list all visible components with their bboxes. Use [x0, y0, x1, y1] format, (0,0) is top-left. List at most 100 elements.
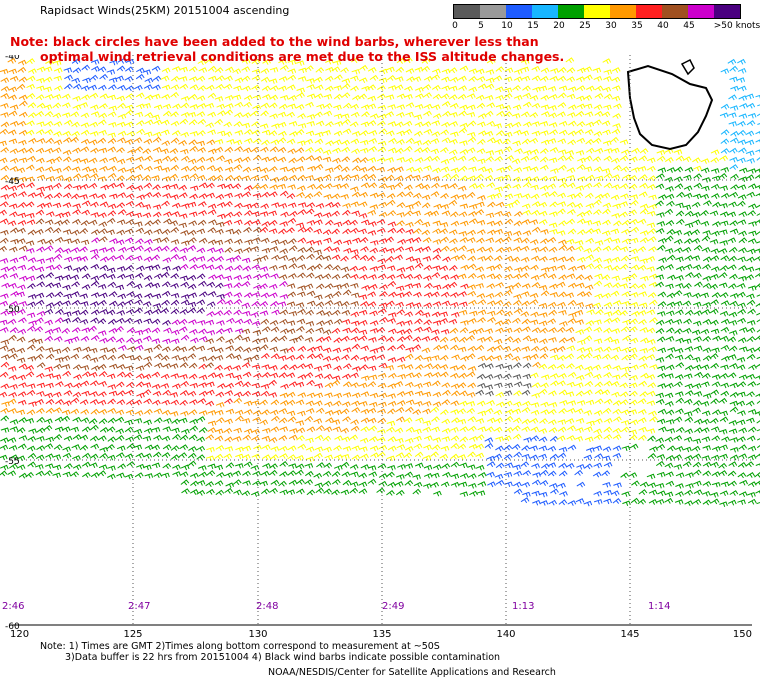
wind-barb — [494, 344, 504, 351]
wind-barb — [315, 183, 325, 190]
wind-barb — [538, 445, 548, 452]
wind-barb — [170, 120, 180, 127]
wind-barb — [646, 165, 656, 172]
wind-barb — [430, 138, 440, 144]
wind-barb — [377, 463, 387, 470]
wind-barb — [568, 120, 577, 127]
wind-barb — [522, 230, 532, 236]
wind-barb — [298, 67, 307, 74]
wind-barb — [154, 353, 163, 360]
wind-barb — [629, 248, 638, 255]
wind-barb — [351, 210, 361, 216]
wind-barb — [340, 255, 349, 262]
wind-barb — [333, 284, 342, 290]
wind-barb — [558, 239, 567, 246]
wind-barb — [36, 382, 46, 389]
wind-barb — [136, 392, 145, 399]
wind-barb — [170, 373, 180, 379]
longitude-label: 120 — [10, 629, 29, 640]
wind-barb — [224, 238, 234, 245]
wind-barb — [396, 309, 405, 315]
wind-barb — [71, 238, 81, 245]
wind-barb — [404, 85, 413, 92]
wind-barb — [495, 479, 505, 486]
wind-barb — [89, 462, 98, 469]
wind-barb — [441, 101, 451, 107]
wind-barb — [467, 473, 477, 480]
wind-barb — [234, 202, 244, 209]
wind-barb — [539, 480, 549, 486]
wind-barb — [8, 110, 18, 117]
wind-barb — [0, 319, 8, 326]
wind-speed-colorbar: 0 5 10 15 20 25 30 35 40 45 >50 knots — [452, 4, 760, 31]
wind-barb — [576, 256, 586, 263]
wind-barb — [109, 300, 118, 307]
wind-barb — [439, 336, 449, 343]
wind-barb — [397, 463, 406, 470]
wind-barb — [181, 488, 190, 495]
wind-barb — [622, 319, 631, 326]
wind-barb — [16, 347, 26, 354]
wind-barb — [503, 444, 513, 451]
wind-barb — [251, 320, 261, 327]
wind-barb — [719, 310, 729, 317]
wind-barb — [332, 290, 342, 297]
wind-barb — [702, 318, 712, 325]
wind-barb — [180, 131, 190, 138]
wind-barb — [172, 471, 181, 477]
wind-barb — [386, 193, 396, 199]
wind-barb — [585, 237, 595, 244]
wind-barb — [568, 104, 577, 111]
wind-barb — [755, 453, 760, 458]
wind-barb — [288, 263, 298, 269]
wind-barb — [522, 209, 532, 216]
wind-barb — [414, 130, 423, 137]
wind-barb — [666, 254, 676, 261]
wind-barb — [647, 228, 657, 235]
wind-barb — [26, 83, 35, 90]
wind-barb — [126, 337, 135, 344]
wind-barb — [279, 426, 289, 432]
wind-barb — [170, 91, 179, 98]
wind-barb — [349, 219, 358, 226]
wind-barb — [413, 291, 422, 298]
wind-barb — [252, 94, 262, 101]
wind-barb — [136, 128, 145, 135]
wind-barb — [431, 182, 440, 189]
wind-barb — [639, 148, 649, 154]
wind-barb — [540, 409, 550, 415]
wind-barb — [90, 280, 100, 287]
wind-barb — [729, 300, 739, 307]
wind-barb — [198, 280, 207, 287]
wind-barb — [197, 130, 206, 136]
wind-barb — [674, 354, 684, 361]
wind-barb — [107, 182, 117, 189]
wind-barb — [295, 399, 305, 406]
wind-barb — [181, 240, 190, 246]
wind-barb — [548, 327, 558, 334]
wind-barb — [214, 354, 224, 361]
wind-barb — [242, 434, 252, 441]
wind-barb — [315, 425, 325, 432]
wind-barb — [207, 209, 217, 216]
wind-barb — [170, 239, 180, 245]
wind-barb — [628, 353, 638, 360]
wind-barb — [180, 334, 190, 341]
wind-barb — [547, 445, 557, 452]
wind-barb — [747, 210, 756, 216]
wind-barb — [629, 364, 639, 371]
longitude-label: 130 — [248, 629, 267, 640]
wind-barb — [262, 59, 271, 65]
wind-barb — [637, 264, 647, 271]
wind-barb — [385, 157, 394, 163]
wind-barb — [755, 272, 760, 278]
wind-barb — [621, 445, 631, 452]
wind-barb — [351, 131, 361, 137]
wind-barb — [711, 230, 720, 237]
wind-barb — [134, 410, 144, 416]
wind-barb — [18, 301, 28, 307]
wind-barb — [738, 211, 748, 218]
wind-barb — [0, 184, 10, 191]
wind-barb — [567, 318, 577, 324]
wind-barb — [241, 328, 251, 335]
